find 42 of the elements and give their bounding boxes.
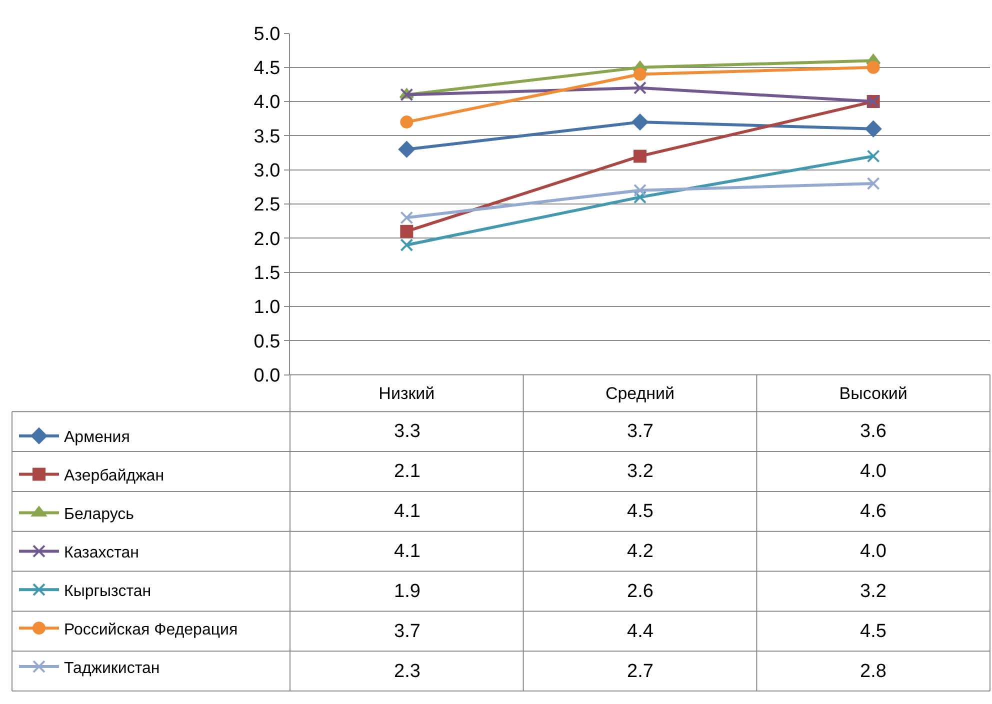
data-label: 2.8 [860,661,886,682]
data-label: 3.2 [860,581,886,602]
data-label: 2.6 [627,581,654,602]
y-tick-label: 3.5 [254,126,280,148]
legend-label: Беларусь [64,506,134,523]
data-label: 4.1 [394,541,420,562]
x-tick-label: Низкий [378,384,435,403]
y-tick-label: 1.0 [254,297,280,318]
y-tick-label: 1.5 [254,262,280,284]
legend-label: Таджикистан [64,660,160,677]
legend-label: Российская Федерация [64,621,238,638]
data-label: 1.9 [394,581,420,602]
data-label: 3.6 [860,421,886,442]
legend-label: Азербайджан [64,468,164,485]
y-tick-label: 2.5 [254,194,280,216]
data-label: 4.6 [860,501,886,522]
y-tick-label: 2.0 [254,228,280,250]
data-label: 4.2 [627,541,654,562]
data-label: 4.5 [627,501,654,522]
data-label: 4.0 [860,461,886,482]
data-label: 4.4 [627,621,654,642]
data-label: 3.7 [627,421,654,442]
data-label: 2.3 [394,661,420,682]
data-label: 3.3 [394,421,420,442]
data-label: 4.0 [860,541,886,562]
x-tick-label: Средний [605,384,675,403]
data-label: 2.7 [627,661,654,682]
y-tick-label: 4.5 [254,58,280,80]
y-tick-label: 5.0 [254,24,280,45]
data-label: 3.2 [627,461,654,482]
legend-label: Казахстан [64,544,139,562]
y-tick-label: 3.0 [254,160,280,182]
x-tick-label: Высокий [839,384,908,403]
y-tick-label: 0.0 [254,365,280,386]
data-label: 2.1 [394,461,420,482]
legend-label: Армения [64,429,130,446]
data-label: 4.5 [860,621,886,642]
y-tick-label: 4.0 [254,92,280,114]
y-tick-label: 0.5 [254,331,280,352]
data-label: 3.7 [394,621,420,642]
legend-label: Кыргызстан [64,582,152,600]
data-label: 4.1 [394,501,420,522]
